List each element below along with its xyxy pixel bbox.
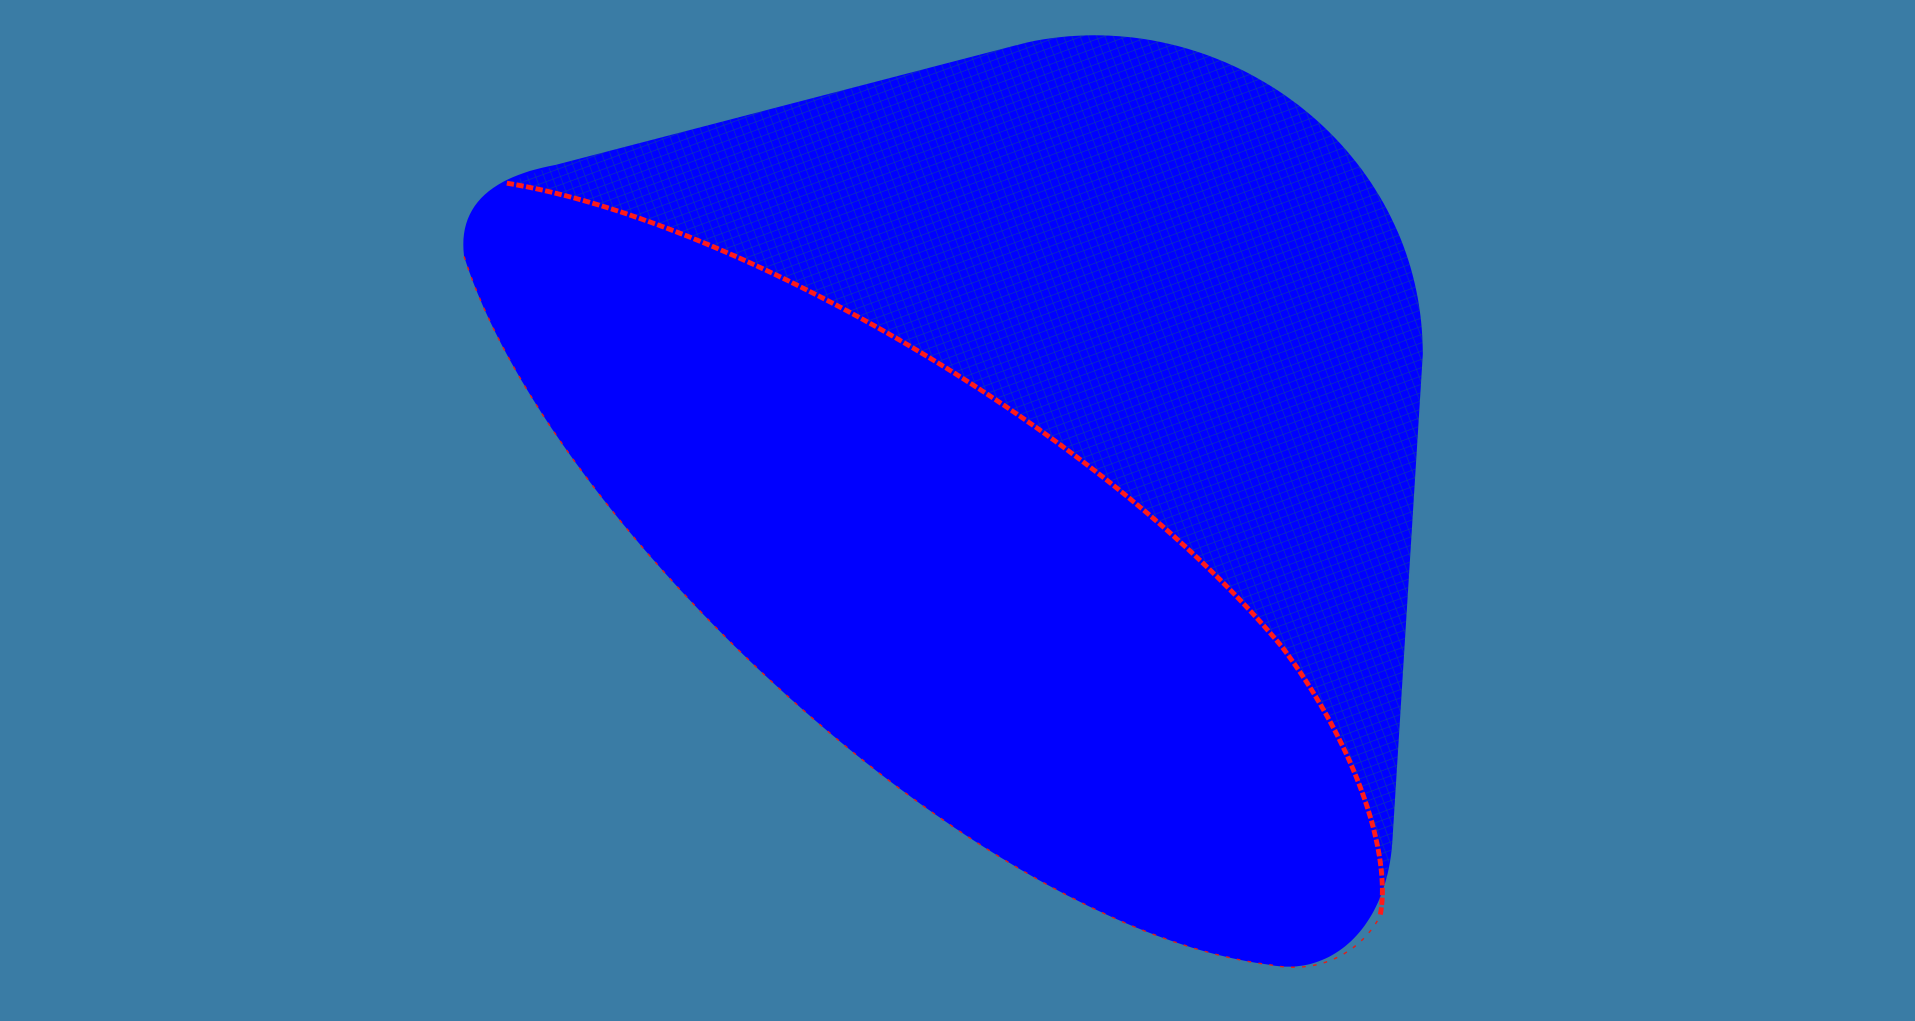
boundary-rim [506, 180, 1385, 917]
boundary-edge [463, 256, 1381, 968]
